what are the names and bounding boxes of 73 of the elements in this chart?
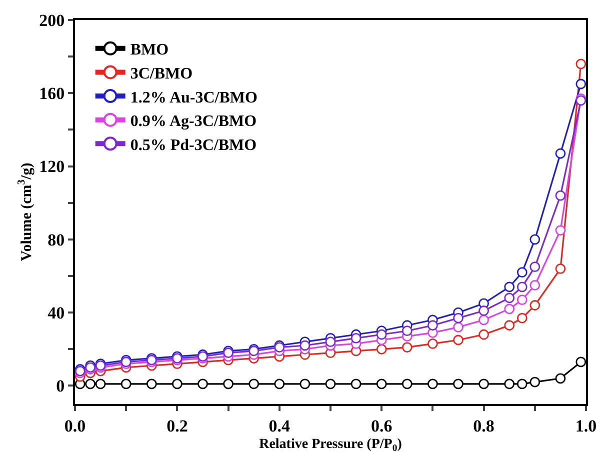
point (504, 320, 515, 331)
point (504, 304, 515, 314)
point (95, 378, 106, 390)
point (453, 334, 464, 346)
point (555, 263, 566, 274)
point (300, 340, 310, 351)
point (504, 292, 515, 304)
legend-label: 1.2% Au-3C/BMO (130, 89, 258, 106)
point (576, 58, 586, 70)
point (516, 378, 528, 390)
point (325, 336, 336, 348)
point (516, 294, 528, 305)
point (376, 344, 387, 354)
y-tick-label: 0 (56, 376, 65, 396)
point (478, 314, 489, 326)
point (478, 306, 489, 316)
x-tick-label: 0.0 (64, 416, 86, 436)
point (172, 378, 182, 390)
point (300, 378, 310, 390)
point (248, 378, 260, 390)
x-tick-label: 0.8 (473, 416, 494, 436)
point (478, 378, 489, 390)
point (402, 342, 412, 353)
y-tick-label: 40 (48, 304, 65, 323)
point (453, 312, 464, 324)
point (504, 378, 515, 390)
x-tick-label: 0.6 (370, 416, 392, 436)
point (146, 378, 157, 390)
y-tick-label: 80 (48, 230, 65, 250)
point (428, 338, 438, 349)
x-axis-title: Relative Pressure (P/P$_{0}$) (259, 437, 402, 454)
x-tick-label: 0.2 (166, 416, 188, 436)
point (530, 280, 540, 290)
x-tick-label: 0.4 (268, 416, 291, 436)
point (530, 262, 540, 272)
point (376, 329, 387, 340)
point (453, 378, 464, 390)
point (428, 320, 438, 331)
point (530, 300, 540, 310)
point (516, 282, 528, 292)
point (350, 332, 362, 344)
point (85, 378, 96, 390)
point (516, 312, 528, 324)
y-tick-label: 200 (39, 10, 65, 30)
point (223, 378, 234, 390)
point (198, 378, 208, 390)
point (402, 326, 412, 336)
point (555, 373, 566, 384)
point (555, 148, 566, 159)
point (530, 376, 540, 388)
point (478, 329, 489, 340)
point (325, 378, 336, 390)
point (274, 378, 285, 390)
legend-label: 3C/BMO (130, 65, 193, 82)
point (504, 282, 515, 292)
point (555, 190, 566, 201)
point (576, 78, 586, 90)
point (428, 378, 438, 390)
point (120, 378, 132, 390)
y-tick-label: 120 (39, 157, 65, 176)
x-tick-label: 1.0 (575, 416, 597, 436)
point (530, 234, 540, 245)
point (576, 356, 586, 368)
point (402, 378, 412, 390)
point (350, 378, 362, 390)
point (555, 225, 566, 236)
point (516, 267, 528, 278)
point (453, 322, 464, 332)
legend-label: 0.5% Pd-3C/BMO (130, 136, 257, 154)
y-tick-label: 160 (39, 84, 65, 104)
point (376, 378, 387, 390)
legend-label: 0.9% Ag-3C/BMO (130, 113, 257, 130)
legend-label: BMO (130, 42, 169, 59)
